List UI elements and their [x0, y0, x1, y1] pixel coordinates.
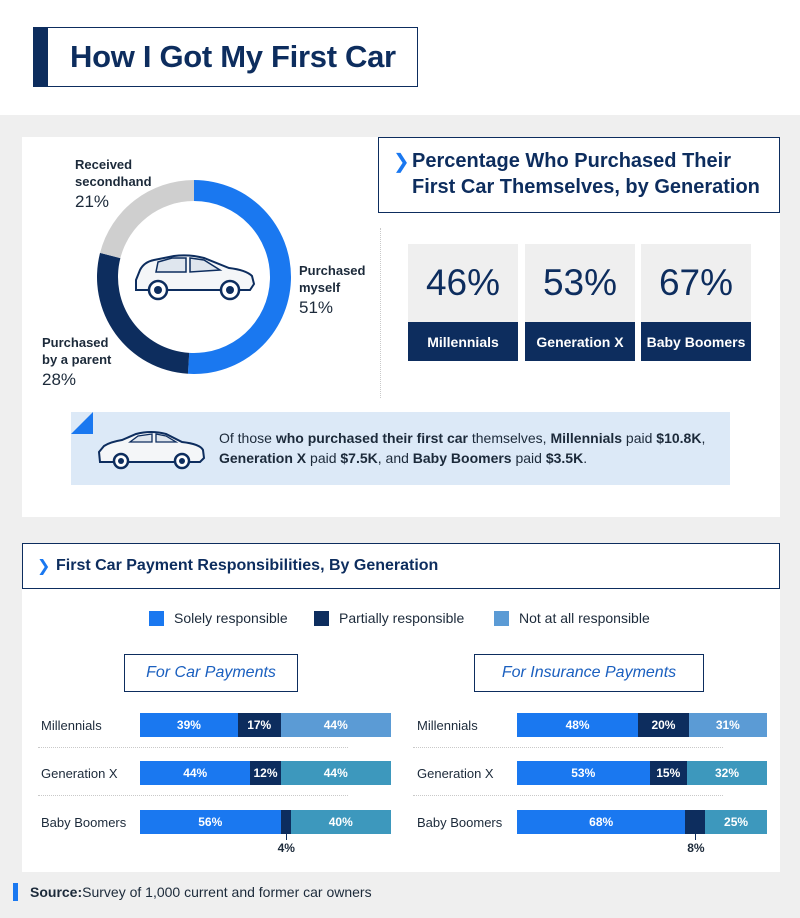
row-divider	[413, 795, 723, 796]
title-box: How I Got My First Car	[33, 27, 418, 87]
car-payments-title: For Car Payments	[124, 654, 298, 692]
donut-label-secondhand: Received secondhand 21%	[75, 157, 152, 211]
donut-pct-myself: 51%	[299, 298, 334, 317]
note-text: Of those who purchased their first car t…	[219, 430, 706, 466]
stacked-bar: 48% 20% 31%	[517, 713, 767, 737]
stat-value: 53%	[525, 244, 635, 322]
bar-segment: 53%	[517, 761, 650, 785]
donut-chart	[97, 180, 291, 374]
stat-card-millennials: 46% Millennials	[408, 244, 518, 361]
bar-segment: 20%	[638, 713, 689, 737]
divider	[380, 228, 381, 398]
legend-swatch	[494, 610, 509, 626]
payment-section-header: ❯ First Car Payment Responsibilities, By…	[22, 543, 780, 589]
label-tick	[285, 834, 287, 840]
donut-slice-0	[187, 180, 291, 374]
legend-not-at-all: Not at all responsible	[494, 610, 650, 626]
stat-value: 67%	[641, 244, 751, 322]
legend-partially: Partially responsible	[314, 610, 464, 626]
source-accent	[13, 883, 18, 901]
stat-label: Generation X	[525, 322, 635, 361]
bar-segment: 44%	[280, 713, 391, 737]
source-note: Source: Survey of 1,000 current and form…	[13, 883, 372, 901]
bar-segment: 44%	[140, 761, 251, 785]
row-divider	[38, 795, 348, 796]
chevron-right-icon: ❯	[37, 558, 51, 575]
row-label: Generation X	[417, 766, 494, 781]
bar-segment: 68%	[517, 810, 686, 834]
bar-segment: 17%	[237, 713, 281, 737]
donut-slice-1	[97, 252, 190, 374]
row-label: Millennials	[41, 718, 102, 733]
label-tick	[695, 834, 697, 840]
stacked-bar: 44% 12% 44%	[140, 761, 391, 785]
row-label: Generation X	[41, 766, 118, 781]
bar-segment: 48%	[517, 713, 639, 737]
stacked-bar: 53% 15% 32%	[517, 761, 767, 785]
stat-label: Millennials	[408, 322, 518, 361]
chevron-right-icon: ❯	[393, 151, 410, 173]
bar-segment: 15%	[649, 761, 687, 785]
bar-segment: 56%	[140, 810, 281, 834]
bar-segment: 39%	[140, 713, 238, 737]
row-label: Millennials	[417, 718, 478, 733]
sedan-icon	[97, 431, 206, 470]
row-divider	[38, 747, 348, 748]
stat-value: 46%	[408, 244, 518, 322]
donut-pct-secondhand: 21%	[75, 192, 110, 211]
bar-segment: 25%	[705, 810, 767, 834]
stat-label: Baby Boomers	[641, 322, 751, 361]
page-title: How I Got My First Car	[70, 39, 396, 74]
note-corner	[71, 412, 93, 434]
legend-solely: Solely responsible	[149, 610, 288, 626]
stat-card-baby-boomers: 67% Baby Boomers	[641, 244, 751, 361]
bar-segment-label: 4%	[277, 841, 295, 855]
stacked-bar: 39% 17% 44%	[140, 713, 391, 737]
bar-segment: 12%	[250, 761, 281, 785]
bar-segment	[280, 810, 291, 834]
row-label: Baby Boomers	[417, 815, 503, 830]
generation-header-title: Percentage Who Purchased Their First Car …	[412, 150, 760, 198]
bar-segment: 44%	[280, 761, 391, 785]
bar-segment	[685, 810, 706, 834]
bar-segment: 32%	[687, 761, 767, 785]
row-label: Baby Boomers	[41, 815, 127, 830]
title-accent	[34, 28, 48, 86]
donut-label-myself: Purchased myself 51%	[299, 263, 366, 317]
bar-segment-label: 8%	[687, 841, 705, 855]
car-icon	[135, 254, 256, 301]
generation-header: ❯ Percentage Who Purchased Their First Ca…	[378, 137, 780, 213]
row-divider	[413, 747, 723, 748]
donut-pct-parent: 28%	[42, 370, 77, 389]
stacked-bar: 68% 25%	[517, 810, 767, 834]
donut-slice-2	[100, 180, 194, 259]
insurance-payments-title: For Insurance Payments	[474, 654, 704, 692]
legend-swatch	[314, 610, 329, 626]
bar-segment: 31%	[688, 713, 767, 737]
stat-card-generation-x: 53% Generation X	[525, 244, 635, 361]
donut-label-parent: Purchased by a parent 28%	[42, 335, 112, 389]
stacked-bar: 56% 40%	[140, 810, 391, 834]
legend-swatch	[149, 610, 164, 626]
payment-section-title: First Car Payment Responsibilities, By G…	[56, 557, 439, 574]
bar-segment: 40%	[290, 810, 391, 834]
